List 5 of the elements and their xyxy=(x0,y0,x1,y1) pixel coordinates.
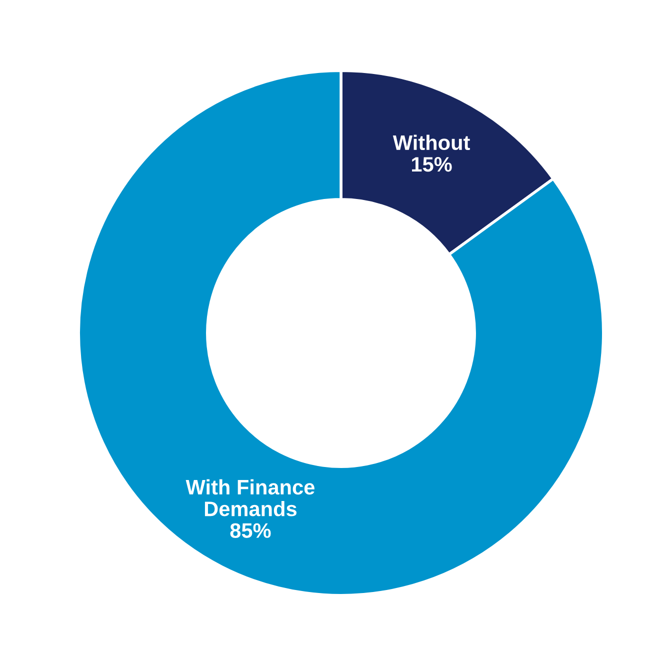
donut-slice xyxy=(77,69,605,597)
slice-label: Without xyxy=(392,134,470,150)
slice-label: With Finance Demands xyxy=(186,479,314,516)
data-label: 15% xyxy=(412,157,452,172)
data-label: 85% xyxy=(230,523,271,538)
